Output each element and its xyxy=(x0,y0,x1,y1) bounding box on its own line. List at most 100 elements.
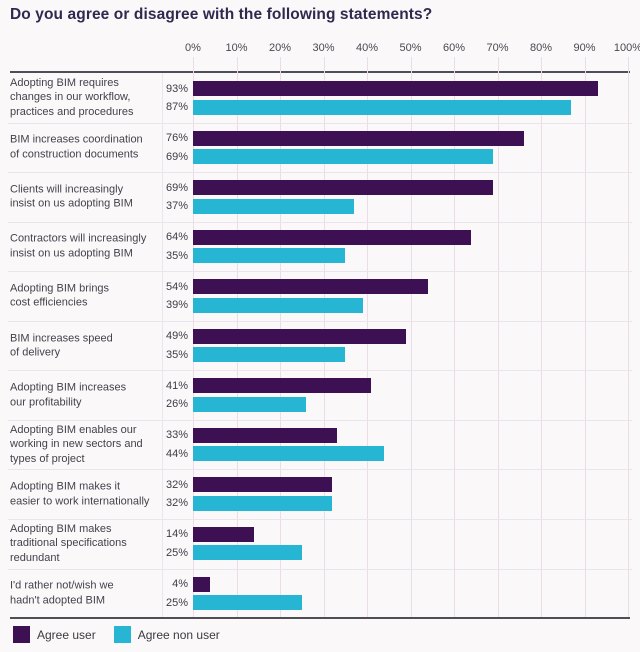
chart-row: Adopting BIM increases our profitability… xyxy=(0,370,640,420)
row-separator-line xyxy=(8,419,632,421)
legend-swatch-agree-non-user xyxy=(113,626,131,643)
bar-agree-non-user xyxy=(193,545,302,561)
x-axis-tick-label: 50% xyxy=(399,42,422,54)
bar-agree-user xyxy=(193,576,211,592)
legend: Agree user Agree non user xyxy=(13,626,220,643)
bar-agree-non-user xyxy=(193,396,307,412)
value-label: 33% xyxy=(165,429,188,442)
bar-line: 35% xyxy=(160,347,346,363)
category-label: BIM increases speed of delivery xyxy=(10,332,113,359)
bar-line: 54% xyxy=(160,279,428,295)
value-label: 76% xyxy=(165,132,188,145)
category-label: Adopting BIM increases our profitability xyxy=(10,381,127,409)
vertical-gridline xyxy=(454,57,455,618)
chart-bottom-rule xyxy=(10,617,630,619)
legend-item: Agree user xyxy=(13,626,96,643)
value-label: 4% xyxy=(172,578,188,590)
bar-line: 14% xyxy=(160,526,254,542)
value-label: 39% xyxy=(165,299,188,312)
bar-agree-non-user xyxy=(193,99,572,115)
vertical-gridline xyxy=(628,57,629,618)
label-column-separator xyxy=(162,73,163,618)
value-label: 93% xyxy=(165,82,188,95)
bar-line: 25% xyxy=(160,545,302,561)
bar-agree-user xyxy=(193,81,598,96)
category-label: Adopting BIM makes it easier to work int… xyxy=(10,480,150,508)
vertical-gridline xyxy=(584,57,586,618)
value-label: 35% xyxy=(165,348,188,361)
chart-row: Adopting BIM makes it easier to work int… xyxy=(0,469,640,519)
bar-agree-non-user xyxy=(193,347,346,363)
chart-row: Adopting BIM makes traditional specifica… xyxy=(0,519,640,569)
category-label: I'd rather not/wish we hadn't adopted BI… xyxy=(10,579,114,607)
x-axis-tick-label: 0% xyxy=(185,42,201,54)
value-label: 69% xyxy=(165,150,188,163)
x-axis-tick-label: 60% xyxy=(442,42,466,54)
category-label: Adopting BIM enables our working in new … xyxy=(10,423,143,465)
chart-rows: Adopting BIM requires changes in our wor… xyxy=(0,73,640,618)
value-label: 41% xyxy=(165,379,188,392)
bar-agree-user xyxy=(193,130,524,146)
legend-item: Agree non user xyxy=(113,626,220,643)
value-label: 25% xyxy=(165,596,188,609)
chart-row: Clients will increasingly insist on us a… xyxy=(0,172,640,222)
bar-agree-non-user xyxy=(193,198,354,214)
value-label: 26% xyxy=(165,398,188,411)
x-axis-line xyxy=(10,71,630,73)
bar-agree-non-user xyxy=(193,297,363,313)
bar-line: 4% xyxy=(160,576,211,592)
value-label: 49% xyxy=(165,330,188,343)
x-axis-tick-label: 10% xyxy=(225,42,248,54)
value-label: 44% xyxy=(165,447,188,460)
category-label: Contractors will increasingly insist on … xyxy=(10,232,147,260)
legend-label: Agree user xyxy=(37,627,96,642)
chart-row: Adopting BIM brings cost efficiencies 54%… xyxy=(0,271,640,321)
row-separator-line xyxy=(8,518,632,520)
bar-line: 93% xyxy=(160,81,598,96)
row-separator-line xyxy=(8,122,632,124)
value-label: 69% xyxy=(165,181,188,194)
chart-row: Adopting BIM requires changes in our wor… xyxy=(0,73,640,123)
chart-title: Do you agree or disagree with the follow… xyxy=(10,6,433,23)
x-axis-tick-label: 100% xyxy=(613,42,640,54)
x-axis-tick-label: 20% xyxy=(268,42,292,54)
bar-agree-non-user xyxy=(193,495,333,511)
bar-agree-non-user xyxy=(193,149,494,165)
value-label: 25% xyxy=(165,546,188,559)
bar-agree-user xyxy=(193,526,254,542)
chart-row: I'd rather not/wish we hadn't adopted BI… xyxy=(0,569,640,619)
x-axis-tick-label: 90% xyxy=(573,42,596,54)
category-label: Clients will increasingly insist on us a… xyxy=(10,183,133,210)
x-axis-tick-label: 40% xyxy=(355,42,379,54)
legend-swatch-agree-user xyxy=(13,626,30,643)
vertical-gridline xyxy=(541,57,542,618)
value-label: 54% xyxy=(165,280,188,293)
bar-line: 25% xyxy=(160,595,302,610)
bar-agree-user xyxy=(193,229,472,245)
value-label: 14% xyxy=(165,528,188,541)
bar-agree-user xyxy=(193,427,337,443)
vertical-gridline xyxy=(410,57,412,618)
category-label: Adopting BIM brings cost efficiencies xyxy=(10,282,110,309)
legend-label: Agree non user xyxy=(137,627,220,642)
bar-agree-user xyxy=(193,279,428,295)
category-label: Adopting BIM makes traditional specifica… xyxy=(10,522,127,564)
bar-agree-non-user xyxy=(193,248,346,264)
row-separator-line xyxy=(8,320,632,322)
value-label: 35% xyxy=(165,249,188,262)
bar-line: 41% xyxy=(160,378,372,394)
bar-agree-non-user xyxy=(193,595,302,610)
row-separator-line xyxy=(8,469,632,471)
x-axis-tick-label: 70% xyxy=(486,42,509,54)
bar-line: 32% xyxy=(160,495,333,511)
vertical-gridline xyxy=(497,57,499,618)
bar-line: 69% xyxy=(160,149,494,165)
bar-agree-user xyxy=(193,180,494,196)
chart-row: BIM increases coordination of constructi… xyxy=(0,123,640,173)
x-axis-tick-label: 80% xyxy=(529,42,553,54)
bar-line: 64% xyxy=(160,229,472,245)
row-separator-line xyxy=(8,370,632,372)
bar-line: 44% xyxy=(160,446,385,462)
bar-line: 49% xyxy=(160,328,407,344)
